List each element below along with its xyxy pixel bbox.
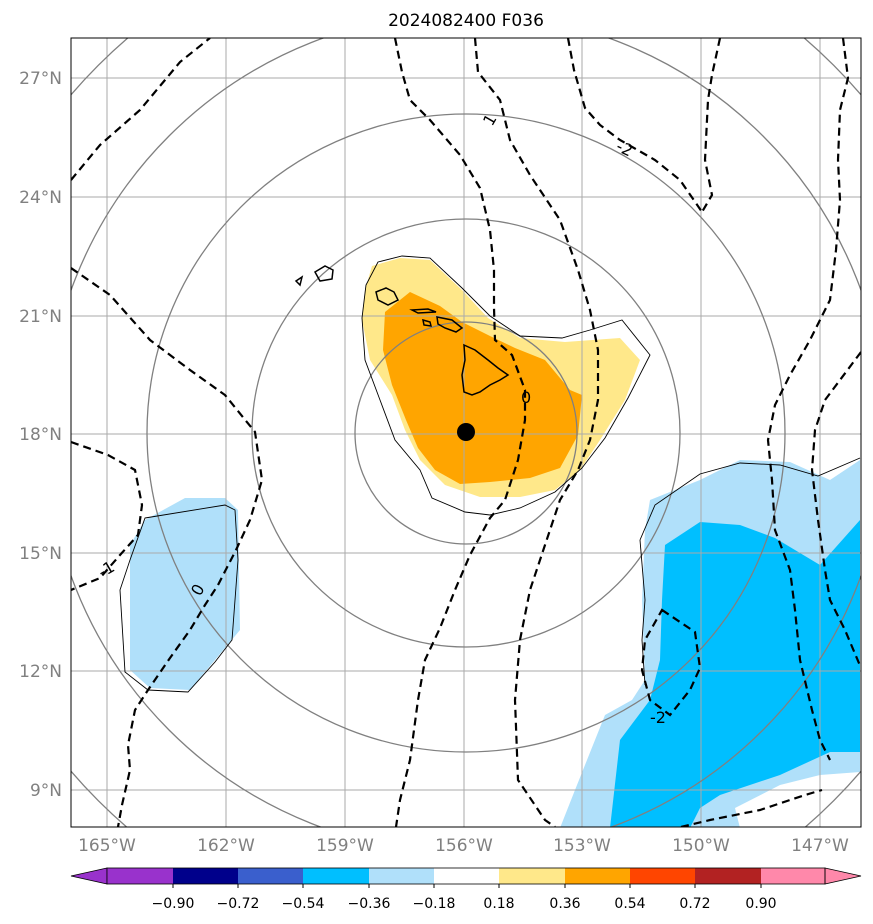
lon-tick: 159°W	[316, 836, 374, 856]
colorbar-swatch	[695, 868, 761, 884]
negative-anomaly-left	[130, 498, 240, 690]
lon-tick: 147°W	[791, 836, 849, 856]
colorbar-swatch	[369, 868, 434, 884]
positive-anomaly-orange	[383, 292, 582, 484]
lat-tick: 24°N	[19, 188, 62, 208]
colorbar-swatch	[761, 868, 825, 884]
colorbar-swatch	[173, 868, 238, 884]
lat-tick: 18°N	[19, 425, 62, 445]
colorbar-tick: 0.54	[614, 896, 645, 912]
storm-center-marker	[457, 423, 475, 441]
lat-tick: 15°N	[19, 544, 62, 564]
colorbar-swatch	[107, 868, 173, 884]
colorbar-tick: 0.90	[745, 896, 776, 912]
colorbar-swatch	[238, 868, 303, 884]
lat-tick: 12°N	[19, 662, 62, 682]
contour-label: -2	[650, 708, 666, 727]
colorbar-extend-low	[70, 867, 108, 885]
contour-label: 1	[479, 111, 501, 129]
colorbar-tick: 0.72	[679, 896, 710, 912]
colorbar-tick: 0.18	[483, 896, 514, 912]
lat-tick: 9°N	[30, 781, 62, 801]
map-frame	[70, 37, 862, 828]
colorbar-tick: −0.54	[282, 896, 325, 912]
colorbar-tick: −0.72	[217, 896, 260, 912]
colorbar-swatch	[303, 868, 369, 884]
coastlines	[294, 265, 510, 396]
lat-tick: 21°N	[19, 307, 62, 327]
lat-tick-labels: 27°N 24°N 21°N 18°N 15°N 12°N 9°N	[19, 69, 62, 801]
colorbar-swatch	[565, 868, 630, 884]
lon-tick: 162°W	[197, 836, 255, 856]
contour-label: -2	[613, 136, 635, 160]
lon-tick: 156°W	[435, 836, 493, 856]
lon-tick: 150°W	[672, 836, 730, 856]
colorbar-tick: −0.90	[152, 896, 195, 912]
lon-tick-labels: 165°W 162°W 159°W 156°W 153°W 150°W 147°…	[78, 836, 849, 856]
lon-tick: 153°W	[553, 836, 611, 856]
negative-anomaly-blue-se	[610, 520, 860, 827]
colorbar-tick: 0.36	[549, 896, 580, 912]
colorbar-swatch	[434, 868, 499, 884]
colorbar-tick: −0.18	[413, 896, 456, 912]
colorbar-extend-high	[824, 867, 862, 885]
white-patch-se	[735, 772, 860, 827]
colorbar: −0.90 −0.72 −0.54 −0.36 −0.18 0.18 0.36 …	[70, 867, 862, 912]
lon-tick: 165°W	[78, 836, 136, 856]
colorbar-frame	[106, 867, 826, 885]
lat-tick: 27°N	[19, 69, 62, 89]
colorbar-swatch	[499, 868, 565, 884]
colorbar-swatch	[630, 868, 695, 884]
dashed-contours	[71, 38, 861, 827]
contour-label: 0	[521, 388, 531, 407]
colorbar-tick: −0.36	[348, 896, 391, 912]
figure-title: 2024082400 F036	[388, 11, 544, 31]
